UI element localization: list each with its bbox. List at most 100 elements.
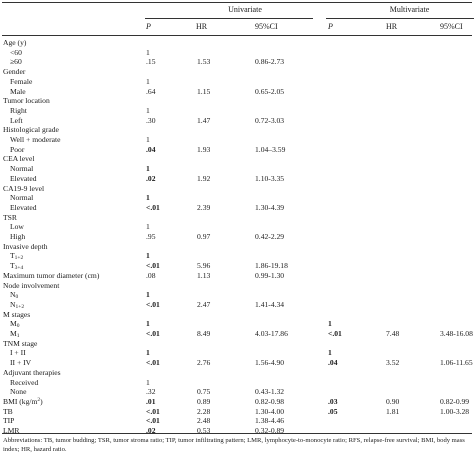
multivariate-header: Multivariate	[389, 5, 430, 14]
cell-u-p: 1	[146, 222, 150, 232]
cell-u-hr: 1.92	[197, 173, 211, 183]
cell-u-ci: 0.43-1.32	[255, 387, 285, 397]
cell-u-p: 1	[146, 193, 150, 203]
multivariate-hr-header: HR	[386, 22, 398, 31]
cell-u-p: 1	[146, 290, 150, 300]
cell-u-p: 1	[146, 377, 150, 387]
cell-u-p: <.01	[146, 202, 160, 212]
cell-m-hr: 7.48	[386, 329, 400, 338]
row-sublabel: Elevated	[10, 173, 37, 183]
cell-u-p: 1	[146, 251, 150, 261]
cell-m-ci: 0.82-0.99	[440, 396, 470, 406]
row-sublabel: None	[10, 387, 27, 397]
cell-m-p: .05	[328, 406, 338, 416]
cell-u-ci: 0.86-2.73	[255, 57, 285, 67]
cell-u-p: 1	[146, 164, 150, 174]
cell-m-p: 1	[328, 348, 332, 358]
row-sublabel: Low	[10, 222, 24, 232]
univariate-p-header: P	[146, 22, 151, 31]
row-label: Age (y)	[3, 38, 27, 47]
row-label: Invasive depth	[3, 241, 48, 251]
row-sublabel: M0	[10, 319, 20, 330]
row-label: BMI (kg/m2)	[3, 396, 43, 406]
cell-u-p: .02	[146, 173, 156, 183]
row-sublabel: N1+2	[10, 299, 25, 310]
cell-u-hr: 1.47	[197, 115, 211, 125]
row-label: Gender	[3, 67, 26, 77]
cell-u-hr: 0.89	[197, 396, 211, 406]
cell-u-hr: 1.15	[197, 86, 211, 96]
cell-u-hr: 2.48	[197, 416, 211, 426]
cell-m-hr: 0.90	[386, 396, 400, 406]
cell-u-p: 1	[146, 348, 150, 358]
cell-u-hr: 2.39	[197, 202, 211, 212]
row-label: CEA level	[3, 154, 35, 164]
multivariate-ci-header: 95%CI	[440, 22, 463, 31]
row-label: Maximum tumor diameter (cm)	[3, 270, 100, 280]
cell-u-p: .95	[146, 232, 156, 241]
cell-u-p: .02	[146, 426, 156, 435]
cell-u-p: <.01	[146, 406, 160, 416]
cell-u-p: <.01	[146, 261, 160, 271]
cell-u-hr: 2.76	[197, 358, 211, 368]
cell-u-p: 1	[146, 105, 150, 115]
row-sublabel: Male	[10, 86, 26, 96]
cell-m-p: <.01	[328, 329, 342, 338]
cell-u-hr: 0.97	[197, 232, 211, 241]
cell-u-p: <.01	[146, 299, 160, 309]
univariate-group-rule	[145, 18, 313, 19]
cell-m-hr: 3.52	[386, 358, 400, 368]
row-sublabel: Normal	[10, 164, 34, 174]
cell-u-ci: 1.56-4.90	[255, 358, 285, 368]
cell-u-p: .04	[146, 144, 156, 154]
row-sublabel: N0	[10, 290, 19, 301]
row-label: TSR	[3, 212, 17, 222]
cell-u-ci: 1.86-19.18	[255, 261, 288, 271]
row-sublabel: Right	[10, 105, 27, 115]
cell-u-hr: 0.53	[197, 426, 211, 435]
cell-u-ci: 0.99-1.30	[255, 270, 285, 280]
cell-u-hr: 2.28	[197, 406, 211, 416]
row-sublabel: Received	[10, 377, 39, 387]
cell-u-p: 1	[146, 319, 150, 329]
cell-u-ci: 1.38-4.46	[255, 416, 285, 426]
cell-u-hr: 0.75	[197, 387, 211, 397]
table-footnote: Abbreviations: TB, tumor budding; TSR, t…	[3, 437, 465, 453]
row-label: Node involvement	[3, 280, 60, 290]
table-bottom-rule	[2, 433, 472, 434]
header-bottom-rule	[2, 35, 472, 36]
row-label: Adjuvant therapies	[3, 367, 61, 377]
cell-u-ci: 0.65-2.05	[255, 86, 285, 96]
row-sublabel: Left	[10, 115, 23, 125]
cell-u-ci: 1.30-4.39	[255, 202, 285, 212]
univariate-header: Univariate	[228, 5, 262, 14]
row-sublabel: II + IV	[10, 358, 32, 368]
cell-u-hr: 1.93	[197, 144, 211, 154]
cell-u-p: 1	[146, 47, 150, 57]
row-sublabel: <60	[10, 47, 22, 57]
cell-u-ci: 0.72-3.03	[255, 115, 285, 125]
row-sublabel: ≥60	[10, 57, 22, 67]
cell-u-p: .30	[146, 115, 156, 125]
cell-u-p: .08	[146, 270, 156, 280]
row-sublabel: Female	[10, 76, 33, 86]
cell-m-ci: 3.48-16.08	[440, 329, 473, 338]
cell-u-ci: 1.04–3.59	[255, 144, 286, 154]
cell-u-ci: 0.32-0.89	[255, 426, 285, 435]
row-label: Tumor location	[3, 96, 50, 106]
univariate-hr-header: HR	[196, 22, 208, 31]
table-top-rule	[2, 2, 472, 3]
cell-u-hr: 5.96	[197, 261, 211, 271]
cell-m-p: .04	[328, 358, 338, 368]
cell-m-ci: 1.00-3.28	[440, 406, 470, 416]
cell-u-p: <.01	[146, 329, 160, 338]
cell-u-ci: 4.03-17.86	[255, 329, 288, 338]
row-sublabel: M1	[10, 329, 20, 339]
cell-u-p: .32	[146, 387, 156, 397]
cell-u-p: .64	[146, 86, 156, 96]
univariate-ci-header: 95%CI	[255, 22, 278, 31]
cell-u-ci: 1.30-4.00	[255, 406, 285, 416]
cell-u-ci: 1.10-3.35	[255, 173, 285, 183]
row-label: TNM stage	[3, 338, 38, 348]
